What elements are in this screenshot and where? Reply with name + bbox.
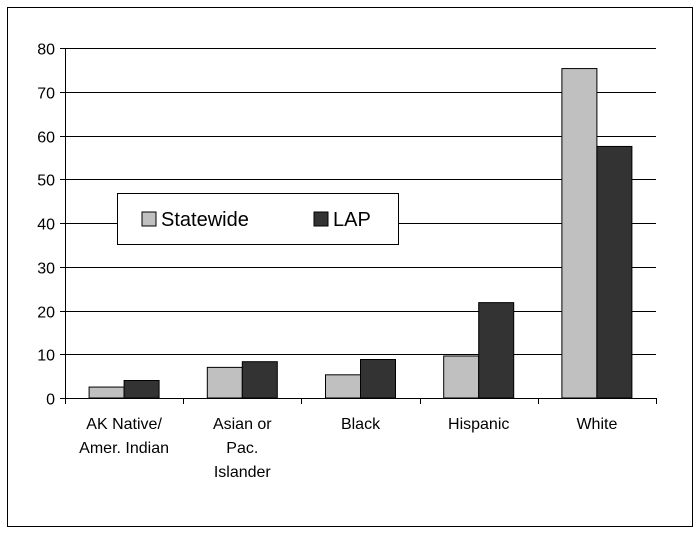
bar-statewide-2 <box>325 374 361 399</box>
x-category-label: Hispanic <box>448 416 509 433</box>
gridlines <box>65 48 656 355</box>
x-category-label-line: Black <box>341 416 381 433</box>
bar-lap-1 <box>241 361 278 399</box>
legend-swatch-lap <box>313 211 329 227</box>
x-category-label-line: Asian or <box>213 416 272 433</box>
legend-label-lap: LAP <box>333 209 371 231</box>
x-category-label: AK Native/Amer. Indian <box>79 416 169 457</box>
bars <box>88 68 633 399</box>
bar-lap-0 <box>123 380 160 399</box>
x-category-label-line: AK Native/ <box>86 416 162 433</box>
x-category-label: Asian or Pac. Islander <box>213 416 272 481</box>
y-tick-label: 60 <box>37 130 55 147</box>
legend-swatch-statewide <box>141 211 157 227</box>
bar-statewide-1 <box>206 366 243 399</box>
x-category-label-line: Islander <box>214 464 272 481</box>
bar-lap-2 <box>360 359 396 399</box>
axes <box>60 48 657 404</box>
y-tick-label: 70 <box>37 86 55 103</box>
bar-lap-3 <box>478 302 515 399</box>
y-tick-label: 40 <box>37 217 55 234</box>
y-tick-label: 10 <box>37 348 55 365</box>
legend-label-statewide: Statewide <box>161 209 249 231</box>
bar-statewide-4 <box>561 68 598 399</box>
x-category-label-line: Amer. Indian <box>79 440 169 457</box>
y-tick-label: 0 <box>46 392 55 409</box>
bar-lap-4 <box>596 145 633 399</box>
y-tick-label: 20 <box>37 305 55 322</box>
bar-statewide-0 <box>88 386 125 399</box>
y-tick-label: 80 <box>37 42 55 59</box>
legend: Statewide LAP <box>117 193 399 245</box>
y-tick-label: 50 <box>37 173 55 190</box>
legend-box <box>117 193 399 245</box>
x-category-label: Black <box>341 416 381 433</box>
y-tick-label: 30 <box>37 261 55 278</box>
x-category-label: White <box>576 416 617 433</box>
x-category-label-line: Hispanic <box>448 416 509 433</box>
x-category-label-line: White <box>576 416 617 433</box>
x-category-label-line: Pac. <box>226 440 258 457</box>
bar-statewide-3 <box>443 355 480 399</box>
